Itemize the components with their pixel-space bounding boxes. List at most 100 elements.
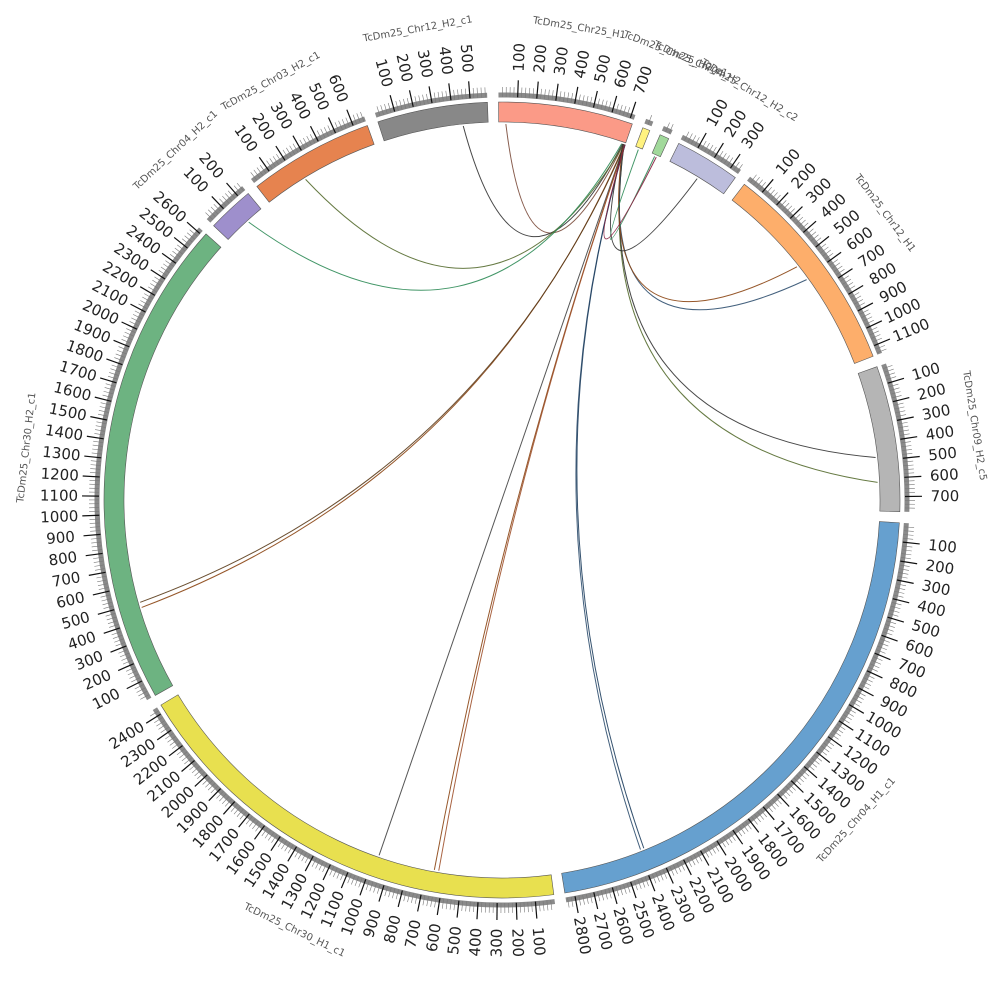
tick-label: 300 bbox=[550, 46, 572, 77]
minor-tick bbox=[122, 659, 133, 665]
minor-tick bbox=[585, 96, 589, 106]
tick-label: 800 bbox=[380, 913, 405, 945]
major-tick bbox=[94, 396, 112, 402]
minor-tick bbox=[523, 902, 525, 913]
major-tick bbox=[611, 887, 618, 905]
minor-tick bbox=[89, 526, 100, 528]
major-tick bbox=[874, 338, 891, 347]
major-tick bbox=[790, 780, 804, 793]
minor-tick bbox=[227, 190, 236, 199]
minor-tick bbox=[889, 387, 900, 391]
tick-label: 200 bbox=[508, 928, 527, 957]
minor-tick bbox=[840, 717, 850, 724]
major-tick bbox=[848, 704, 865, 714]
minor-tick bbox=[626, 107, 631, 117]
minor-tick bbox=[608, 101, 612, 112]
minor-tick bbox=[253, 169, 261, 179]
scale-ring bbox=[206, 186, 246, 223]
minor-tick bbox=[334, 122, 340, 132]
major-tick bbox=[194, 774, 208, 787]
major-tick bbox=[629, 101, 637, 119]
minor-tick bbox=[863, 677, 873, 683]
minor-tick bbox=[453, 89, 456, 100]
minor-tick bbox=[373, 882, 377, 893]
major-tick bbox=[761, 178, 774, 193]
minor-tick bbox=[903, 460, 914, 463]
major-tick bbox=[258, 156, 270, 172]
minor-tick bbox=[861, 680, 872, 686]
minor-tick bbox=[365, 880, 370, 891]
scale-ring bbox=[680, 134, 741, 174]
minor-tick bbox=[770, 192, 778, 201]
minor-tick bbox=[893, 402, 904, 406]
tick-label: 400 bbox=[466, 927, 486, 957]
minor-tick bbox=[690, 135, 697, 145]
major-tick bbox=[150, 269, 166, 280]
minor-tick bbox=[834, 727, 844, 734]
minor-tick bbox=[90, 464, 101, 466]
minor-tick bbox=[207, 209, 216, 217]
major-tick bbox=[110, 645, 127, 653]
minor-tick bbox=[250, 172, 258, 181]
minor-tick bbox=[733, 161, 740, 171]
minor-tick bbox=[872, 337, 883, 343]
minor-tick bbox=[806, 763, 815, 771]
minor-tick bbox=[782, 788, 791, 797]
major-tick bbox=[468, 81, 471, 99]
minor-tick bbox=[801, 769, 810, 777]
minor-tick bbox=[92, 549, 103, 552]
minor-tick bbox=[360, 111, 365, 122]
chromosome-band bbox=[160, 694, 555, 899]
synteny-link bbox=[603, 144, 657, 240]
minor-tick bbox=[896, 414, 907, 417]
minor-tick bbox=[434, 897, 437, 908]
minor-tick bbox=[160, 266, 170, 273]
tick-label: 100 bbox=[529, 926, 549, 956]
minor-tick bbox=[903, 534, 914, 536]
synteny-link bbox=[576, 144, 645, 849]
minor-tick bbox=[644, 876, 649, 887]
minor-tick bbox=[704, 142, 710, 152]
minor-tick bbox=[707, 144, 714, 154]
minor-tick bbox=[118, 346, 128, 351]
minor-tick bbox=[527, 902, 529, 913]
synteny-link bbox=[378, 144, 625, 856]
minor-tick bbox=[813, 754, 823, 762]
major-tick bbox=[838, 720, 854, 731]
minor-tick bbox=[684, 131, 690, 141]
chromosome-band bbox=[669, 142, 736, 195]
major-tick bbox=[555, 83, 559, 101]
tick-label: 700 bbox=[50, 568, 81, 591]
minor-tick bbox=[94, 429, 105, 432]
minor-tick bbox=[898, 425, 909, 429]
minor-tick bbox=[809, 760, 818, 768]
minor-tick bbox=[345, 117, 350, 128]
minor-tick bbox=[687, 133, 693, 143]
minor-tick bbox=[884, 627, 894, 632]
chromosome-band bbox=[857, 366, 901, 512]
minor-tick bbox=[882, 365, 893, 369]
minor-tick bbox=[817, 243, 827, 251]
minor-tick bbox=[136, 687, 146, 693]
minor-tick bbox=[294, 848, 301, 858]
minor-tick bbox=[662, 869, 668, 879]
minor-tick bbox=[894, 406, 905, 410]
minor-tick bbox=[622, 105, 627, 116]
major-tick bbox=[121, 321, 138, 330]
minor-tick bbox=[850, 701, 860, 707]
minor-tick bbox=[107, 375, 118, 380]
minor-tick bbox=[854, 694, 864, 700]
major-tick bbox=[762, 806, 775, 821]
minor-tick bbox=[96, 575, 107, 579]
minor-tick bbox=[647, 114, 653, 125]
minor-tick bbox=[615, 886, 620, 897]
minor-tick bbox=[818, 748, 827, 756]
minor-tick bbox=[745, 821, 752, 830]
minor-tick bbox=[473, 902, 475, 913]
major-tick bbox=[747, 818, 760, 833]
minor-tick bbox=[589, 96, 593, 107]
segments-layer bbox=[103, 101, 901, 899]
minor-tick bbox=[846, 285, 856, 292]
major-tick bbox=[848, 285, 864, 295]
chromosome-band bbox=[103, 233, 222, 696]
